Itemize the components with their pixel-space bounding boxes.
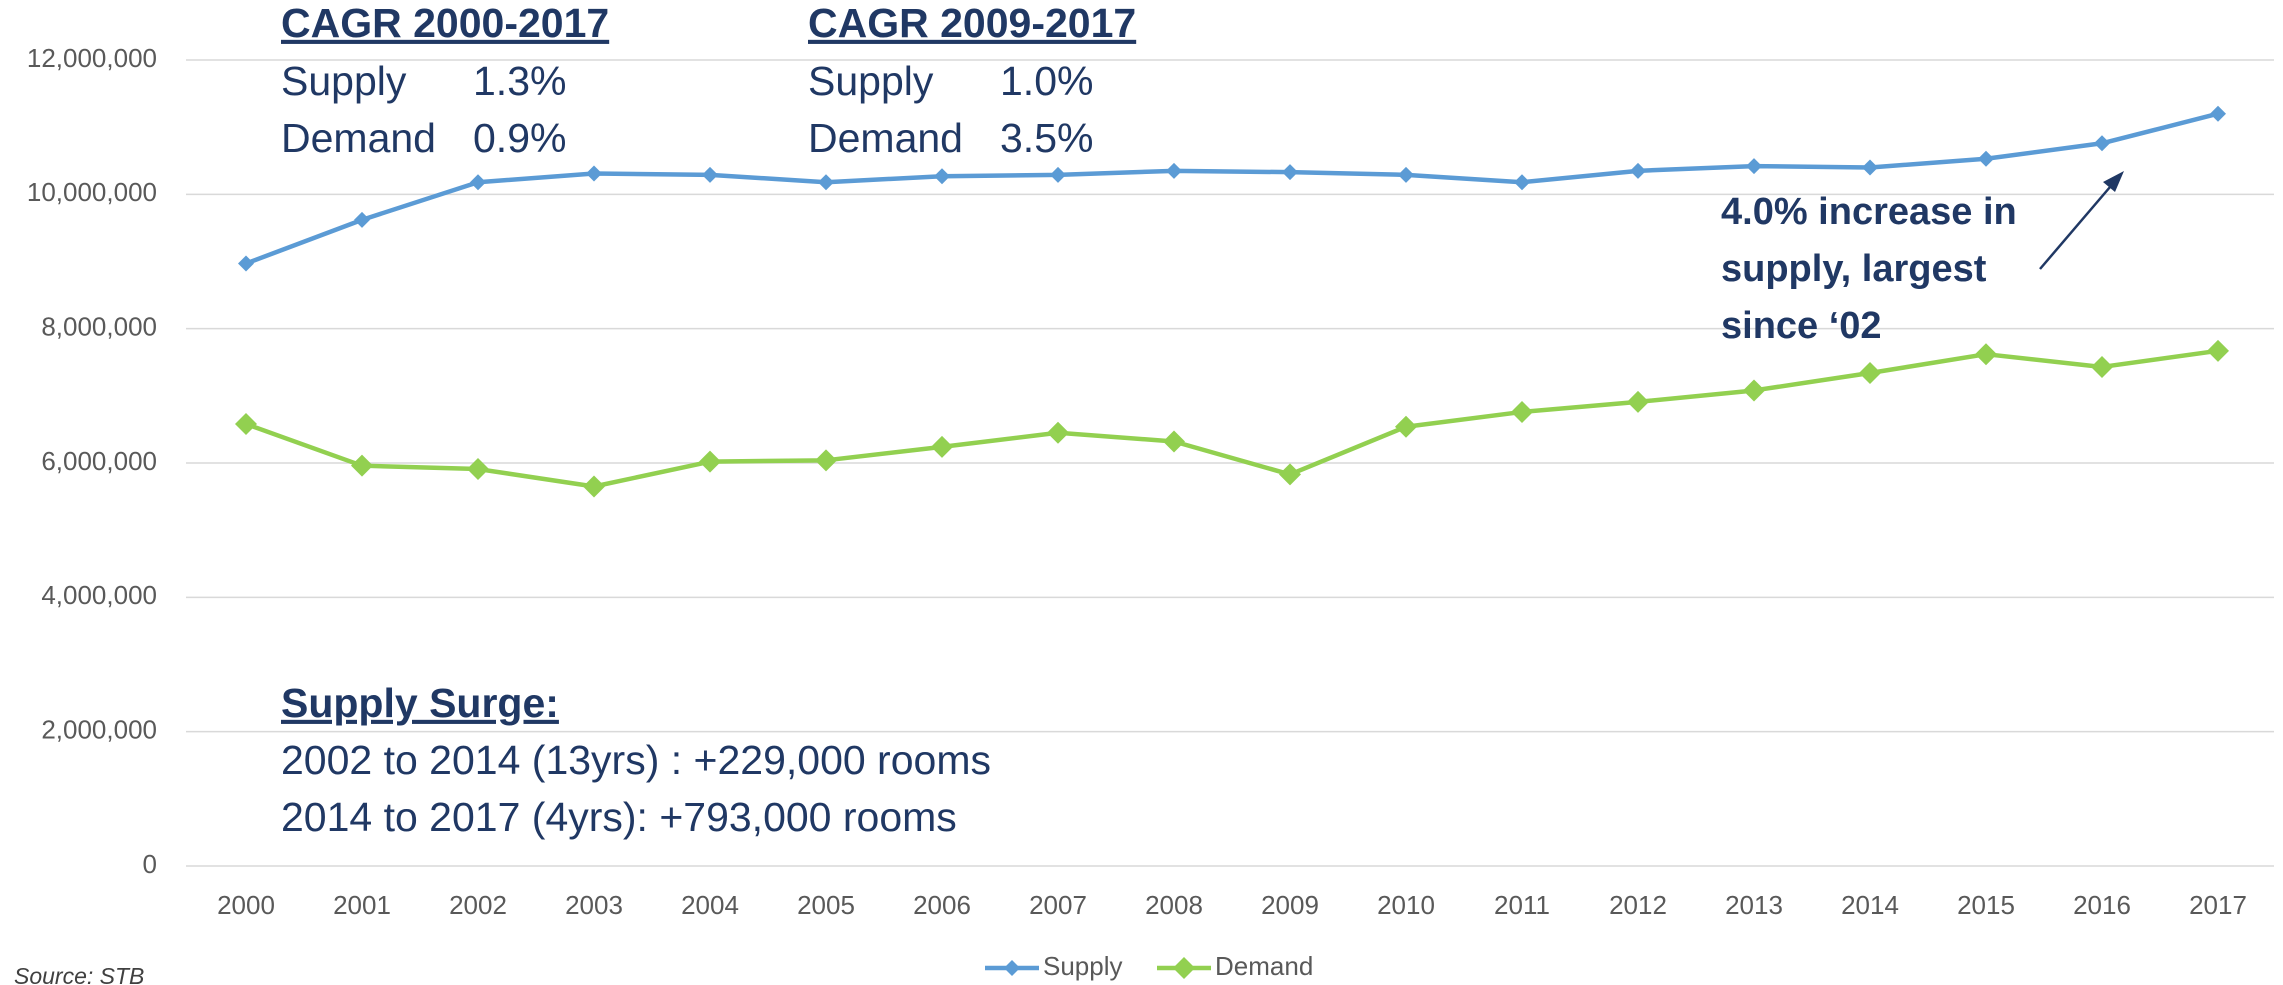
x-tick-label: 2017 xyxy=(2189,890,2247,920)
callout-line: supply, largest xyxy=(1721,248,1987,290)
cagr-label: Supply xyxy=(808,58,934,104)
marker xyxy=(1859,361,1881,384)
cagr-value: 0.9% xyxy=(473,115,566,161)
x-tick-label: 2006 xyxy=(913,890,971,920)
x-tick-label: 2000 xyxy=(217,890,275,920)
x-tick-label: 2014 xyxy=(1841,890,1899,920)
marker xyxy=(702,166,718,183)
marker xyxy=(1746,158,1762,175)
marker xyxy=(1398,166,1414,183)
cagr-title: CAGR 2000-2017 xyxy=(281,0,609,46)
marker xyxy=(1166,162,1182,179)
cagr-label: Demand xyxy=(808,115,963,161)
x-tick-label: 2013 xyxy=(1725,890,1783,920)
surge-line: 2014 to 2017 (4yrs): +793,000 rooms xyxy=(281,794,957,840)
cagr-label: Supply xyxy=(281,58,407,104)
marker xyxy=(586,165,602,182)
y-tick-label: 2,000,000 xyxy=(41,715,157,745)
series-line xyxy=(245,111,2219,266)
marker xyxy=(1627,390,1649,413)
marker xyxy=(1047,421,1069,444)
y-tick-label: 12,000,000 xyxy=(27,43,157,73)
x-tick-label: 2015 xyxy=(1957,890,2015,920)
x-tick-label: 2003 xyxy=(565,890,623,920)
cagr-value: 1.3% xyxy=(473,58,566,104)
x-tick-label: 2016 xyxy=(2073,890,2131,920)
marker xyxy=(2207,339,2229,362)
x-tick-label: 2010 xyxy=(1377,890,1435,920)
y-tick-label: 6,000,000 xyxy=(41,446,157,476)
callout-line: since ‘02 xyxy=(1721,305,1882,347)
surge-line: 2002 to 2014 (13yrs) : +229,000 rooms xyxy=(281,737,991,783)
marker xyxy=(1050,166,1066,183)
marker xyxy=(1282,164,1298,181)
legend-marker xyxy=(1004,960,1020,976)
legend-marker xyxy=(1173,957,1195,979)
cagr-label: Demand xyxy=(281,115,436,161)
x-tick-label: 2011 xyxy=(1494,890,1550,920)
marker xyxy=(815,449,837,472)
marker xyxy=(354,211,370,228)
marker xyxy=(2210,105,2226,122)
marker xyxy=(235,413,257,436)
marker xyxy=(818,174,834,191)
y-tick-label: 0 xyxy=(143,849,157,879)
marker xyxy=(583,475,605,498)
y-tick-label: 10,000,000 xyxy=(27,177,157,207)
surge-title: Supply Surge: xyxy=(281,680,559,726)
marker xyxy=(1978,150,1994,167)
marker xyxy=(1514,174,1530,191)
marker xyxy=(2091,355,2113,378)
marker xyxy=(2094,135,2110,152)
y-tick-label: 4,000,000 xyxy=(41,580,157,610)
marker xyxy=(351,454,373,477)
legend-label: Demand xyxy=(1215,951,1313,981)
x-tick-label: 2008 xyxy=(1145,890,1203,920)
series-line xyxy=(245,348,2219,489)
marker xyxy=(1163,430,1185,453)
cagr-value: 3.5% xyxy=(1000,115,1093,161)
marker xyxy=(470,174,486,191)
cagr-title: CAGR 2009-2017 xyxy=(808,0,1136,46)
marker xyxy=(1511,400,1533,423)
marker xyxy=(931,435,953,458)
marker xyxy=(1279,463,1301,486)
callout-arrowhead xyxy=(2103,171,2124,192)
x-tick-label: 2009 xyxy=(1261,890,1319,920)
marker xyxy=(1862,159,1878,176)
x-tick-label: 2007 xyxy=(1029,890,1087,920)
marker xyxy=(1395,415,1417,438)
callout-arrow xyxy=(2039,179,2117,270)
marker xyxy=(699,450,721,473)
y-tick-label: 8,000,000 xyxy=(41,312,157,342)
x-tick-label: 2002 xyxy=(449,890,507,920)
x-tick-label: 2001 xyxy=(333,890,391,920)
marker xyxy=(1630,162,1646,179)
legend-label: Supply xyxy=(1043,951,1123,981)
marker xyxy=(1975,343,1997,366)
x-tick-label: 2004 xyxy=(681,890,739,920)
x-tick-label: 2012 xyxy=(1609,890,1667,920)
marker xyxy=(934,168,950,185)
cagr-value: 1.0% xyxy=(1000,58,1093,104)
source: Source: STB xyxy=(14,963,144,985)
marker xyxy=(1743,379,1765,402)
callout-line: 4.0% increase in xyxy=(1721,191,2017,233)
marker xyxy=(238,255,254,272)
marker xyxy=(467,458,489,481)
x-tick-label: 2005 xyxy=(797,890,855,920)
